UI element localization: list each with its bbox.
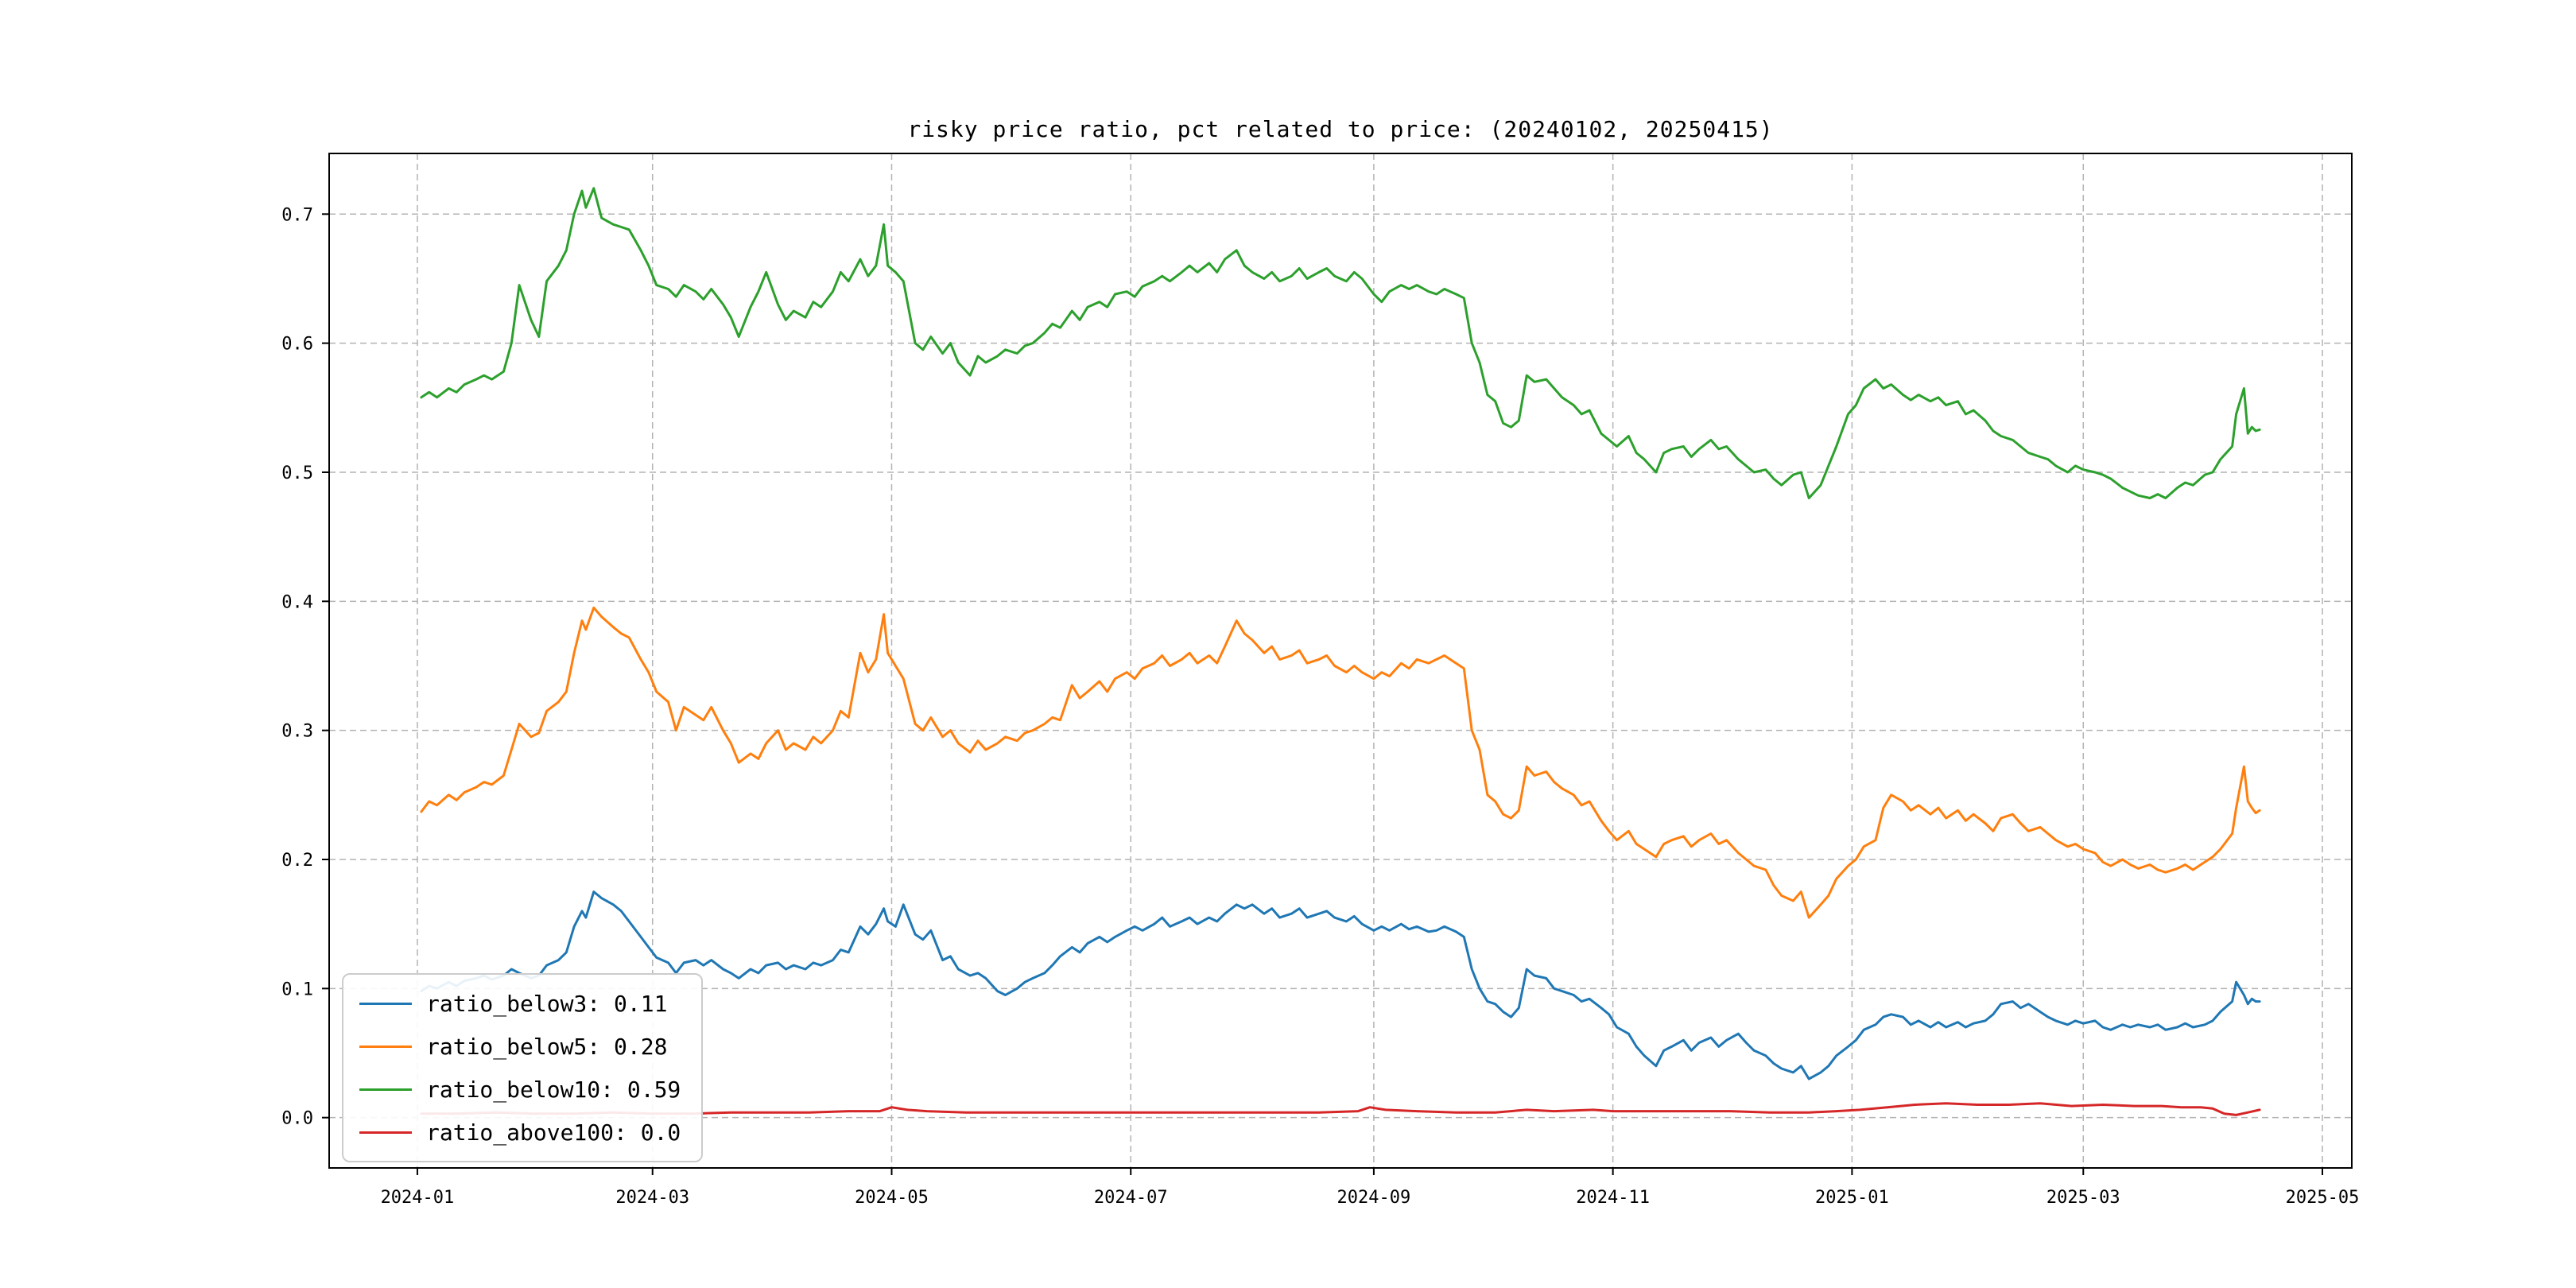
legend-label: ratio_below3: 0.11: [426, 990, 668, 1017]
legend: ratio_below3: 0.11 ratio_below5: 0.28 ra…: [342, 973, 704, 1162]
x-tick-label: 2024-01: [381, 1188, 455, 1208]
series-line-ratio_below10: [420, 187, 2261, 499]
x-tick-label: 2024-11: [1576, 1188, 1650, 1208]
series-line-ratio_above100: [420, 1102, 2261, 1116]
y-tick-label: 0.7: [281, 205, 313, 225]
y-tick-label: 0.4: [281, 592, 313, 612]
legend-line-swatch: [359, 1002, 412, 1005]
chart-title: risky price ratio, pct related to price:…: [907, 116, 1774, 142]
series-line-ratio_below3: [420, 890, 2261, 1080]
x-tick-label: 2025-05: [2286, 1188, 2360, 1208]
legend-line-swatch: [359, 1131, 412, 1134]
x-tick-label: 2024-03: [615, 1188, 689, 1208]
plot-border: [328, 153, 2353, 1169]
legend-item-ratio-below10: ratio_below10: 0.59: [359, 1072, 681, 1107]
legend-line-swatch: [359, 1088, 412, 1091]
legend-item-ratio-below3: ratio_below3: 0.11: [359, 986, 681, 1021]
y-tick-label: 0.6: [281, 335, 313, 355]
x-tick-label: 2025-03: [2046, 1188, 2120, 1208]
y-tick-label: 0.3: [281, 722, 313, 742]
legend-label: ratio_above100: 0.0: [426, 1119, 681, 1146]
legend-label: ratio_below10: 0.59: [426, 1076, 681, 1103]
y-tick-label: 0.5: [281, 464, 313, 483]
legend-line-swatch: [359, 1045, 412, 1048]
legend-item-ratio-below5: ratio_below5: 0.28: [359, 1029, 681, 1064]
legend-item-ratio-above100: ratio_above100: 0.0: [359, 1115, 681, 1150]
y-tick-label: 0.1: [281, 980, 313, 999]
x-tick-label: 2024-09: [1337, 1188, 1411, 1208]
y-tick-label: 0.2: [281, 851, 313, 871]
legend-label: ratio_below5: 0.28: [426, 1033, 668, 1060]
x-tick-label: 2025-01: [1815, 1188, 1889, 1208]
series-line-ratio_below5: [420, 606, 2261, 919]
x-tick-label: 2024-05: [855, 1188, 929, 1208]
y-tick-label: 0.0: [281, 1109, 313, 1129]
x-tick-label: 2024-07: [1094, 1188, 1168, 1208]
